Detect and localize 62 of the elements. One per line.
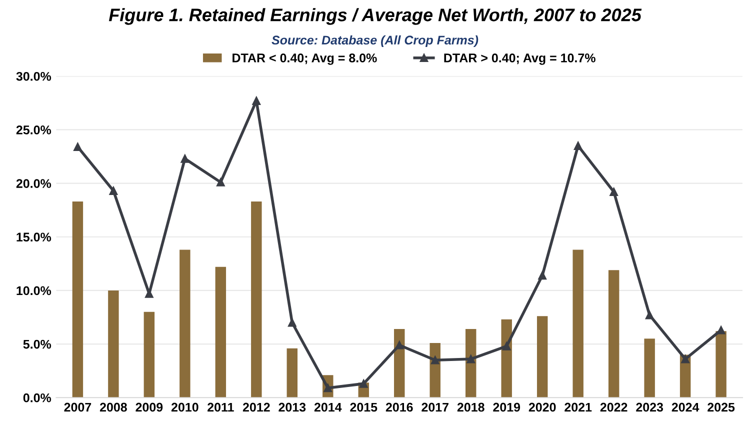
bar (144, 312, 155, 398)
bar (286, 348, 298, 398)
x-tick-label: 2016 (386, 402, 413, 412)
y-tick-label: 15.0% (16, 232, 52, 242)
y-tick-label: 10.0% (16, 286, 52, 296)
bar (644, 338, 655, 398)
bar (716, 331, 726, 398)
x-tick-label: 2013 (278, 402, 306, 412)
x-tick-label: 2008 (100, 402, 127, 412)
bar (466, 329, 476, 398)
x-tick-label: 2010 (171, 402, 198, 412)
legend-label: DTAR > 0.40; Avg = 10.7% (444, 54, 596, 65)
point (216, 178, 225, 186)
bar (72, 202, 84, 398)
x-tick-label: 2024 (672, 402, 700, 412)
point (466, 354, 476, 364)
x-tick-label: 2021 (564, 402, 592, 412)
bar (180, 250, 190, 398)
x-tick-label: 2023 (636, 402, 664, 412)
x-tick-label: 2015 (350, 402, 378, 412)
x-tick-label: 2009 (136, 402, 163, 412)
x-tick-label: 2014 (314, 402, 342, 412)
y-tick-label: 0.0% (23, 393, 52, 402)
point (610, 188, 618, 196)
point (359, 380, 368, 388)
point (645, 310, 654, 320)
x-tick-label: 2022 (600, 402, 628, 412)
point (288, 318, 296, 327)
point (395, 340, 404, 350)
y-tick-label: 20.0% (16, 179, 52, 188)
chart-subtitle: Source: Database (All Crop Farms) (272, 35, 478, 48)
point (538, 271, 547, 280)
x-tick-label: 2025 (708, 402, 735, 412)
bar (215, 266, 226, 398)
bar (501, 319, 512, 398)
bar (394, 329, 405, 398)
point (180, 154, 190, 163)
x-tick-label: 2007 (64, 402, 92, 412)
point (574, 142, 582, 150)
x-tick-label: 2012 (242, 402, 270, 412)
legend-label: DTAR < 0.40; Avg = 8.0% (232, 54, 377, 65)
x-tick-label: 2019 (493, 402, 520, 412)
bar (251, 202, 262, 398)
point (74, 142, 82, 152)
y-tick-label: 30.0% (16, 72, 52, 81)
point (430, 356, 440, 364)
y-tick-label: 25.0% (16, 126, 52, 134)
x-tick-label: 2018 (457, 402, 484, 412)
bar (572, 250, 584, 398)
point (145, 290, 154, 298)
point (502, 342, 511, 350)
bar (108, 290, 119, 398)
chart-title: Figure 1. Retained Earnings / Average Net Worth, 2007 to 2025 (108, 8, 642, 25)
bar (608, 270, 620, 398)
point (252, 96, 261, 105)
point (681, 354, 690, 364)
point (109, 186, 118, 195)
x-tick-label: 2011 (208, 402, 234, 412)
x-tick-label: 2017 (422, 402, 448, 412)
x-tick-label: 2020 (528, 402, 556, 412)
bar (536, 316, 548, 398)
y-tick-label: 5.0% (23, 340, 52, 349)
